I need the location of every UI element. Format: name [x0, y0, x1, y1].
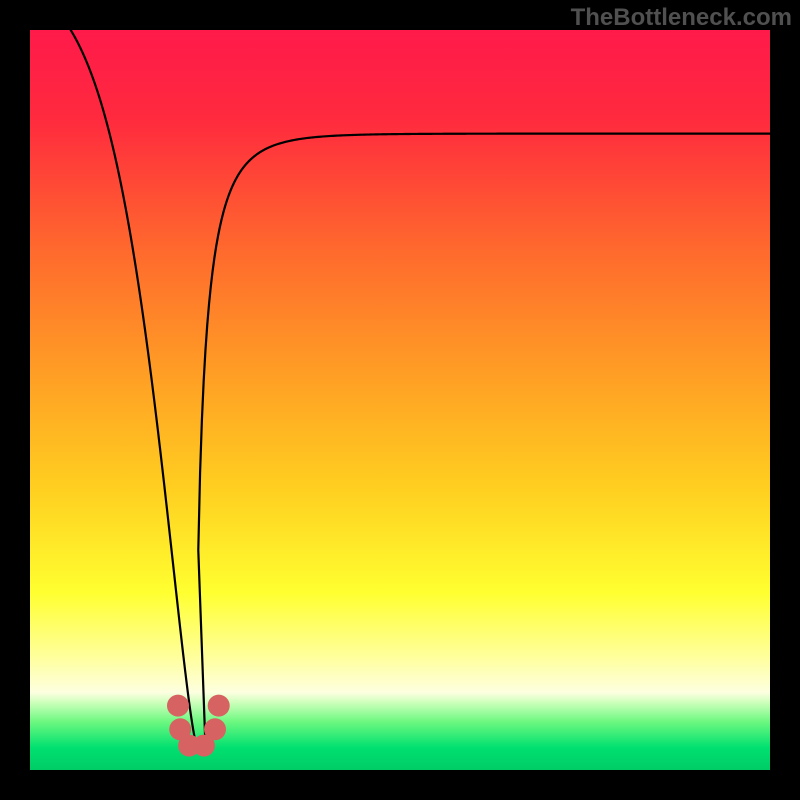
bottleneck-marker-dot [208, 695, 230, 717]
watermark-text: TheBottleneck.com [571, 4, 792, 32]
bottleneck-marker-dot [167, 695, 189, 717]
plot-background [30, 30, 770, 770]
chart-stage: TheBottleneck.com [0, 0, 800, 800]
bottleneck-marker-dot [204, 718, 226, 740]
bottleneck-chart-svg [0, 0, 800, 800]
